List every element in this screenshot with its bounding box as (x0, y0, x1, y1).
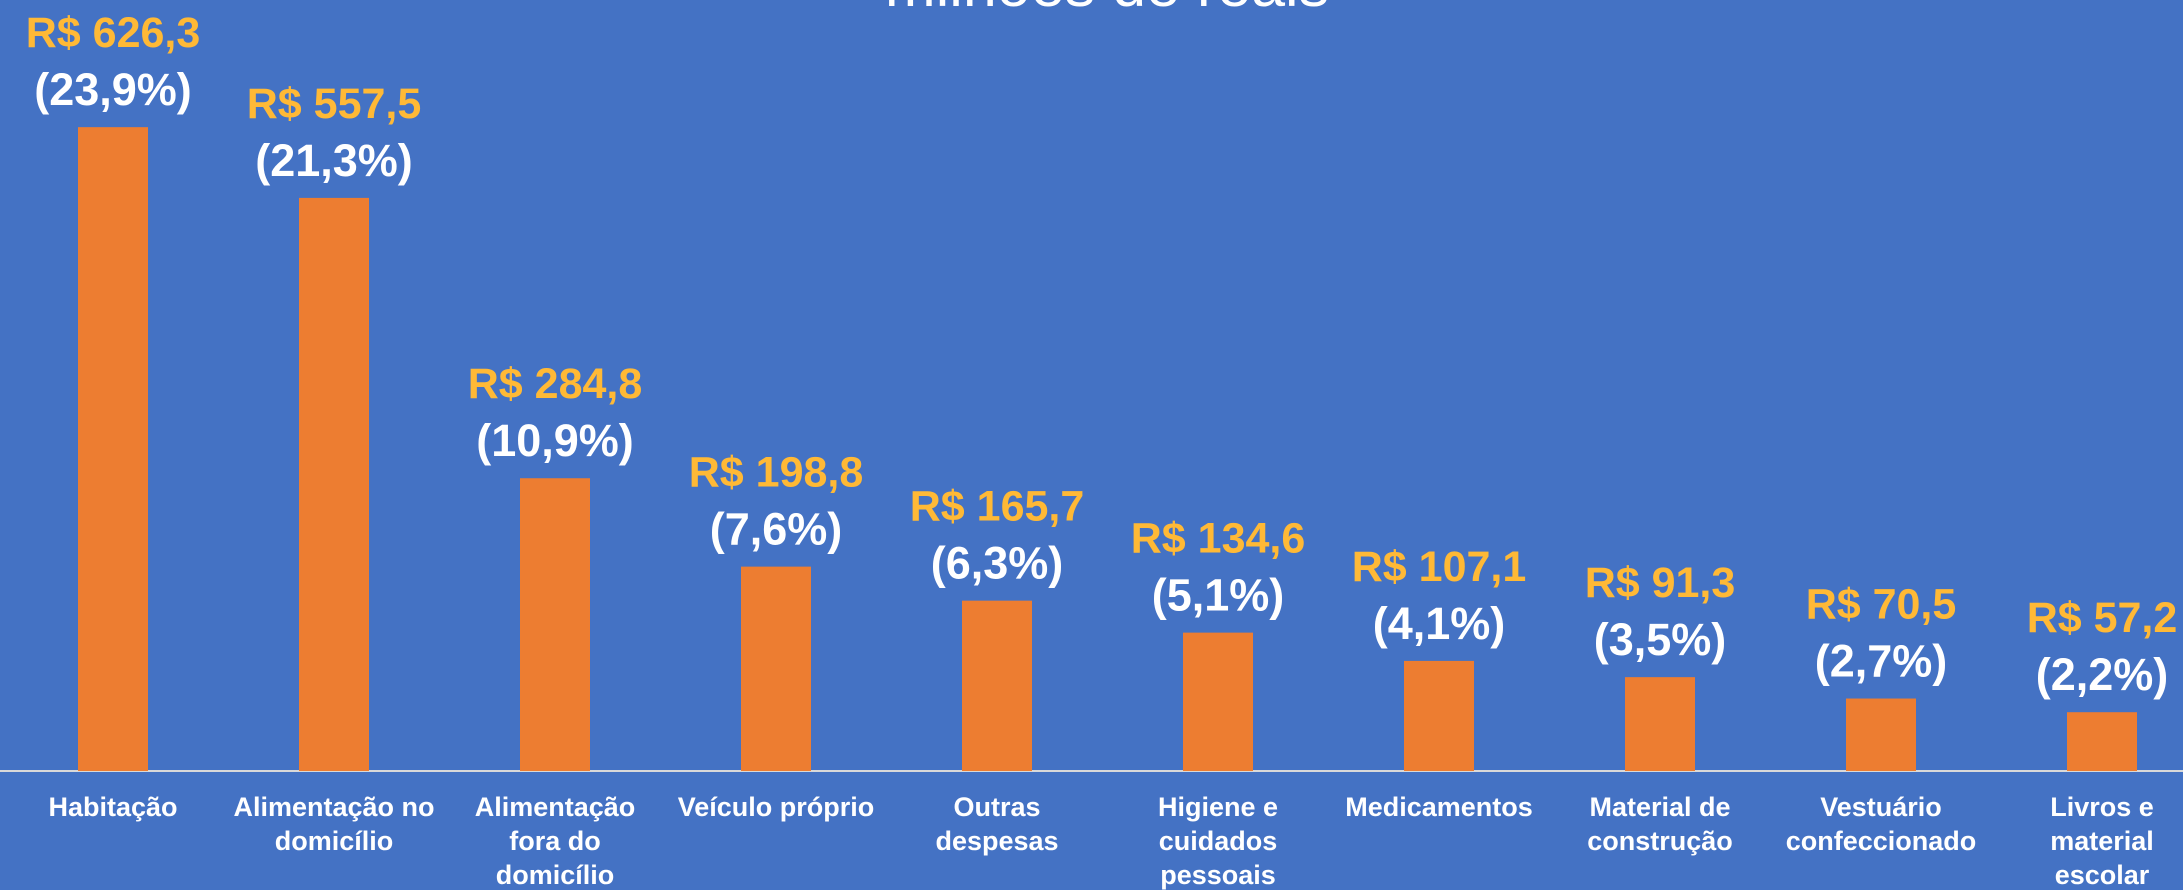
x-tick-label: Material de construção (1587, 792, 1733, 856)
x-tick-label-line: construção (1587, 826, 1733, 856)
x-tick-label-line: escolar (2055, 860, 2150, 890)
x-tick-label: Alimentação fora do domicílio (475, 792, 636, 890)
bar (2067, 712, 2137, 771)
value-label: R$ 165,7 (910, 483, 1085, 531)
bar (520, 478, 590, 771)
bar (299, 197, 369, 771)
x-tick-label-line: cuidados (1159, 826, 1278, 856)
chart-title: milhões de reais (885, 0, 1329, 19)
bar (1846, 698, 1916, 771)
x-tick-label-line: Alimentação no (233, 792, 434, 822)
x-tick-label: Livros e material escolar (2050, 792, 2154, 890)
x-tick-label-line: Higiene e (1158, 792, 1278, 822)
x-tick-label: Higiene e cuidados pessoais (1158, 792, 1278, 890)
x-tick-label: Vestuário confeccionado (1786, 792, 1977, 856)
bar (1183, 632, 1253, 771)
value-label: R$ 626,3 (26, 9, 201, 57)
value-label: R$ 91,3 (1585, 559, 1736, 607)
value-label: R$ 107,1 (1352, 543, 1527, 591)
x-tick-label-line: domicílio (496, 860, 615, 890)
x-tick-label-line: domicílio (275, 826, 394, 856)
bar (962, 600, 1032, 771)
x-tick-label-line: Livros e (2050, 792, 2154, 822)
percent-label: (7,6%) (710, 504, 843, 555)
x-tick-label-line: Outras (953, 792, 1040, 822)
value-label: R$ 57,2 (2027, 594, 2178, 642)
percent-label: (3,5%) (1594, 614, 1727, 665)
percent-label: (2,7%) (1815, 636, 1948, 687)
value-label: R$ 557,5 (247, 80, 422, 128)
value-label: R$ 284,8 (468, 360, 643, 408)
percent-label: (4,1%) (1373, 598, 1506, 649)
value-label: R$ 70,5 (1806, 581, 1957, 629)
bar (741, 566, 811, 771)
percent-label: (23,9%) (34, 64, 192, 115)
bar (1625, 677, 1695, 771)
x-tick-label-line: Material de (1589, 792, 1730, 822)
x-tick-label-line: Habitação (48, 792, 177, 822)
x-tick-label-line: material (2050, 826, 2154, 856)
x-tick-label-line: Veículo próprio (678, 792, 875, 822)
value-label: R$ 134,6 (1131, 515, 1306, 563)
percent-label: (21,3%) (255, 135, 413, 186)
x-tick-label-line: despesas (935, 826, 1058, 856)
percent-label: (2,2%) (2036, 649, 2169, 700)
x-tick-label-line: Alimentação (475, 792, 636, 822)
x-tick-label-line: Vestuário (1820, 792, 1942, 822)
percent-label: (10,9%) (476, 415, 634, 466)
x-tick-label: Habitação (48, 792, 177, 822)
bar (78, 127, 148, 772)
bar (1404, 660, 1474, 771)
x-tick-label: Alimentação no domicílio (233, 792, 434, 856)
x-tick-label-line: pessoais (1160, 860, 1276, 890)
percent-label: (5,1%) (1152, 570, 1285, 621)
x-tick-label: Medicamentos (1345, 792, 1533, 822)
percent-label: (6,3%) (931, 538, 1064, 589)
x-tick-label-line: fora do (509, 826, 601, 856)
x-tick-label-line: confeccionado (1786, 826, 1977, 856)
x-tick-label: Veículo próprio (678, 792, 875, 822)
x-tick-label: Outras despesas (935, 792, 1058, 856)
x-tick-label-line: Medicamentos (1345, 792, 1533, 822)
value-label: R$ 198,8 (689, 449, 864, 497)
